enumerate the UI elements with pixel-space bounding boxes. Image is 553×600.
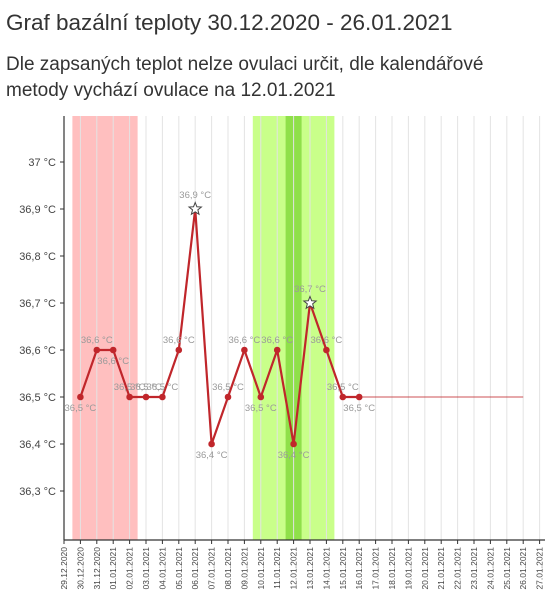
x-tick-label: 16.01.2021 <box>354 547 364 590</box>
x-tick-label: 08.01.2021 <box>223 547 233 590</box>
x-tick-label: 06.01.2021 <box>190 547 200 590</box>
y-tick-label: 36,3 °C <box>19 486 56 498</box>
data-label: 36,6 °C <box>311 335 343 346</box>
x-tick-label: 31.12.2020 <box>92 547 102 590</box>
data-point <box>175 346 183 354</box>
y-tick-label: 36,9 °C <box>19 204 56 216</box>
data-point <box>208 440 215 448</box>
x-tick-label: 03.01.2021 <box>141 547 151 590</box>
x-tick-label: 17.01.2021 <box>371 547 381 590</box>
data-point <box>273 346 281 354</box>
data-label: 36,9 °C <box>179 190 211 201</box>
x-tick-label: 05.01.2021 <box>174 547 184 590</box>
x-tick-label: 11.01.2021 <box>272 547 282 589</box>
data-point <box>224 393 232 401</box>
x-tick-label: 19.01.2021 <box>403 547 413 590</box>
x-tick-label: 14.01.2021 <box>321 547 331 590</box>
x-tick-label: 04.01.2021 <box>157 547 167 590</box>
series-line <box>79 207 360 446</box>
data-label: 36,6 °C <box>229 335 261 346</box>
data-point <box>241 346 248 354</box>
star-marker <box>187 201 203 216</box>
data-point <box>159 393 166 401</box>
x-tick-label: 27.01.2021 <box>535 547 545 590</box>
data-label: 36,6 °C <box>261 335 293 346</box>
data-point <box>355 393 363 401</box>
data-label: 36,5 °C <box>147 382 179 393</box>
x-tick-label: 29.12.2020 <box>59 547 69 590</box>
y-tick-label: 36,7 °C <box>19 298 56 310</box>
data-label: 36,5 °C <box>212 382 244 393</box>
data-point <box>142 393 150 401</box>
x-tick-label: 09.01.2021 <box>239 547 249 590</box>
y-tick-label: 36,6 °C <box>19 345 56 357</box>
x-tick-label: 15.01.2021 <box>338 547 348 590</box>
y-tick-label: 37 °C <box>28 157 56 169</box>
x-tick-label: 26.01.2021 <box>518 547 528 590</box>
y-tick-label: 36,8 °C <box>19 251 56 263</box>
page-title: Graf bazální teploty 30.12.2020 - 26.01.… <box>6 10 453 35</box>
data-label: 36,6 °C <box>97 356 129 367</box>
data-label: 36,5 °C <box>114 382 146 393</box>
data-label: 36,5 °C <box>65 403 97 414</box>
star-marker <box>302 295 318 310</box>
data-label: 36,6 °C <box>81 335 113 346</box>
x-tick-label: 23.01.2021 <box>469 547 479 590</box>
data-label: 36,4 °C <box>278 450 310 461</box>
data-point <box>126 393 133 401</box>
data-point <box>257 393 265 401</box>
divider <box>0 42 553 44</box>
data-point <box>77 393 84 401</box>
x-tick-label: 25.01.2021 <box>502 547 512 590</box>
data-point <box>290 440 297 448</box>
data-label: 36,6 °C <box>163 335 195 346</box>
x-tick-label: 22.01.2021 <box>453 547 463 590</box>
x-tick-label: 30.12.2020 <box>75 547 85 590</box>
x-tick-label: 10.01.2021 <box>256 547 266 590</box>
y-tick-label: 36,5 °C <box>19 392 56 404</box>
data-label: 36,5 °C <box>343 403 375 414</box>
data-point <box>109 346 117 354</box>
data-label: 36,7 °C <box>294 284 326 295</box>
page-subtitle: Dle zapsaných teplot nelze ovulaci určit… <box>6 54 484 101</box>
x-tick-label: 12.01.2021 <box>289 547 299 590</box>
x-tick-label: 20.01.2021 <box>420 547 430 590</box>
x-tick-label: 13.01.2021 <box>305 547 315 590</box>
data-point <box>93 346 101 354</box>
x-tick-label: 21.01.2021 <box>436 547 446 590</box>
menstruation-band <box>72 116 138 540</box>
x-tick-label: 24.01.2021 <box>485 547 495 590</box>
data-point <box>339 393 347 401</box>
data-label: 36,5 °C <box>245 403 277 414</box>
x-tick-label: 07.01.2021 <box>207 547 217 590</box>
data-point <box>323 346 330 354</box>
data-label: 36,4 °C <box>196 450 228 461</box>
data-label: 36,5 °C <box>130 382 162 393</box>
y-tick-label: 36,4 °C <box>19 439 56 451</box>
x-tick-label: 01.01.2021 <box>108 547 118 590</box>
data-label: 36,5 °C <box>327 382 359 393</box>
x-tick-label: 02.01.2021 <box>125 547 135 590</box>
x-tick-label: 18.01.2021 <box>387 547 397 590</box>
